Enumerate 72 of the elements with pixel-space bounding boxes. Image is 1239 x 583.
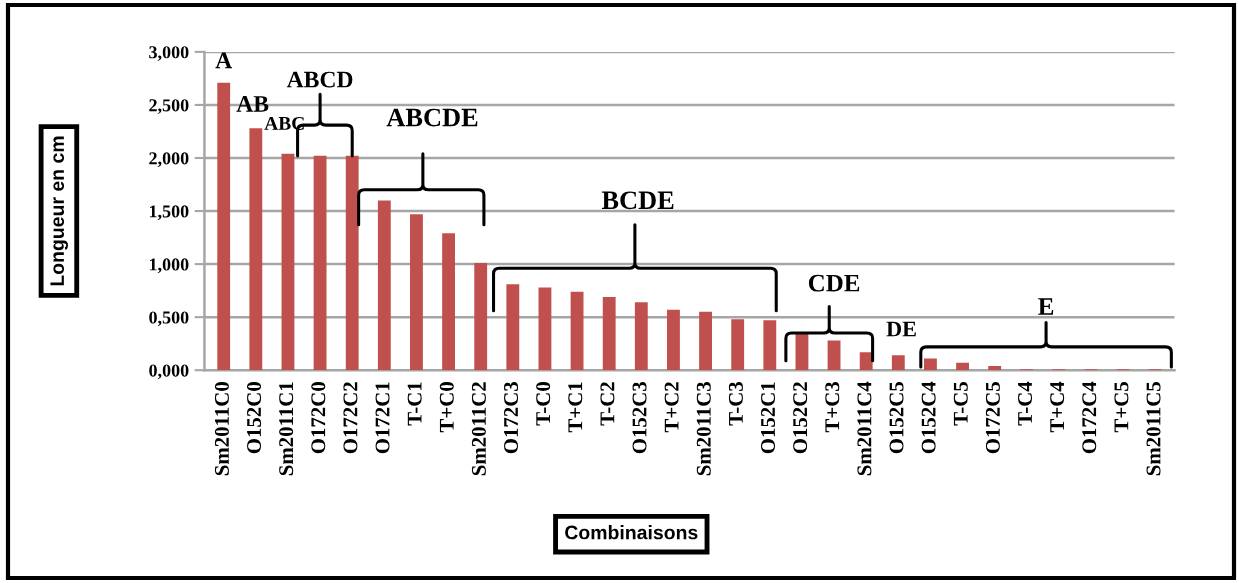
bar (602, 296, 616, 371)
x-tick-label: O172C0 (311, 382, 326, 454)
x-axis-title: Combinaisons (565, 525, 698, 540)
y-tick-label: 0,000 (149, 364, 189, 380)
x-tick-label: Sm2011C0 (214, 382, 229, 476)
y-tick-label: 1,500 (149, 205, 189, 221)
x-tick-label: Sm2011C1 (279, 382, 294, 476)
x-tick-label: O172C5 (985, 382, 1000, 454)
x-tick-label: T+C5 (1114, 382, 1129, 433)
x-tick-label: O152C0 (246, 382, 262, 454)
bar (891, 355, 905, 371)
x-tick-label: T-C3 (728, 382, 743, 426)
x-tick-label: O152C5 (889, 382, 904, 454)
bar (377, 200, 391, 371)
x-tick-label: T-C0 (536, 382, 551, 426)
bar (956, 362, 969, 371)
bar (988, 365, 1002, 371)
x-tick-label: Sm2011C2 (471, 382, 486, 476)
x-tick-label: O152C3 (632, 382, 647, 454)
x-tick-label: O172C3 (504, 382, 519, 454)
x-tick-label: O172C1 (375, 382, 390, 454)
bar (474, 263, 488, 371)
bar (924, 358, 937, 371)
x-tick-label: T-C2 (600, 382, 615, 426)
x-tick-label: T-C4 (1018, 381, 1033, 426)
bar (827, 340, 841, 371)
x-tick-label: T+C3 (825, 382, 840, 433)
x-tick-label: Sm2011C5 (1146, 382, 1161, 476)
annotation: DE (886, 321, 916, 337)
y-tick-label: 3,000 (149, 46, 189, 61)
bar (731, 319, 745, 371)
bar (249, 128, 263, 371)
bar (217, 82, 231, 371)
annotation: ABCD (286, 71, 353, 88)
bar (570, 291, 584, 371)
x-tick-label: T-C5 (953, 382, 968, 426)
annotation: ABC (264, 116, 304, 130)
x-tick-label: Sm2011C4 (857, 381, 872, 476)
y-tick-label: 0,500 (149, 311, 189, 327)
x-tick-label: O152C4 (921, 381, 936, 454)
bar (313, 155, 327, 371)
bar (859, 352, 873, 371)
x-tick-label: T+C2 (664, 382, 679, 433)
bar (442, 233, 455, 371)
x-tick-label: T-C1 (407, 382, 422, 426)
annotation: A (215, 52, 233, 69)
y-tick-label: 1,000 (149, 258, 189, 274)
annotation: BCDE (601, 191, 674, 210)
bar (506, 284, 520, 371)
x-tick-label: T+C4 (1050, 381, 1065, 433)
annotation: CDE (808, 274, 860, 292)
x-tick-label: O152C2 (793, 382, 808, 454)
x-tick-label: O172C2 (343, 382, 358, 454)
bar (281, 153, 295, 371)
y-tick-label: 2,500 (149, 99, 189, 114)
x-tick-label: T+C1 (568, 382, 583, 433)
x-tick-label: Sm2011C3 (696, 382, 711, 476)
bar (699, 311, 712, 371)
bar (410, 214, 423, 371)
x-tick-label: O172C4 (1082, 381, 1097, 454)
bar (667, 309, 680, 371)
bar (763, 320, 777, 371)
y-tick-label: 2,000 (149, 152, 189, 168)
annotation: AB (236, 96, 269, 112)
annotation: E (1038, 298, 1054, 315)
bar (345, 155, 359, 371)
bar (538, 287, 552, 371)
x-tick-label: T+C0 (439, 382, 454, 433)
x-tick-label: O152C1 (761, 382, 776, 454)
bar (634, 302, 648, 371)
y-axis-title: Longueur en cm (50, 136, 68, 286)
annotation: ABCDE (386, 108, 478, 127)
